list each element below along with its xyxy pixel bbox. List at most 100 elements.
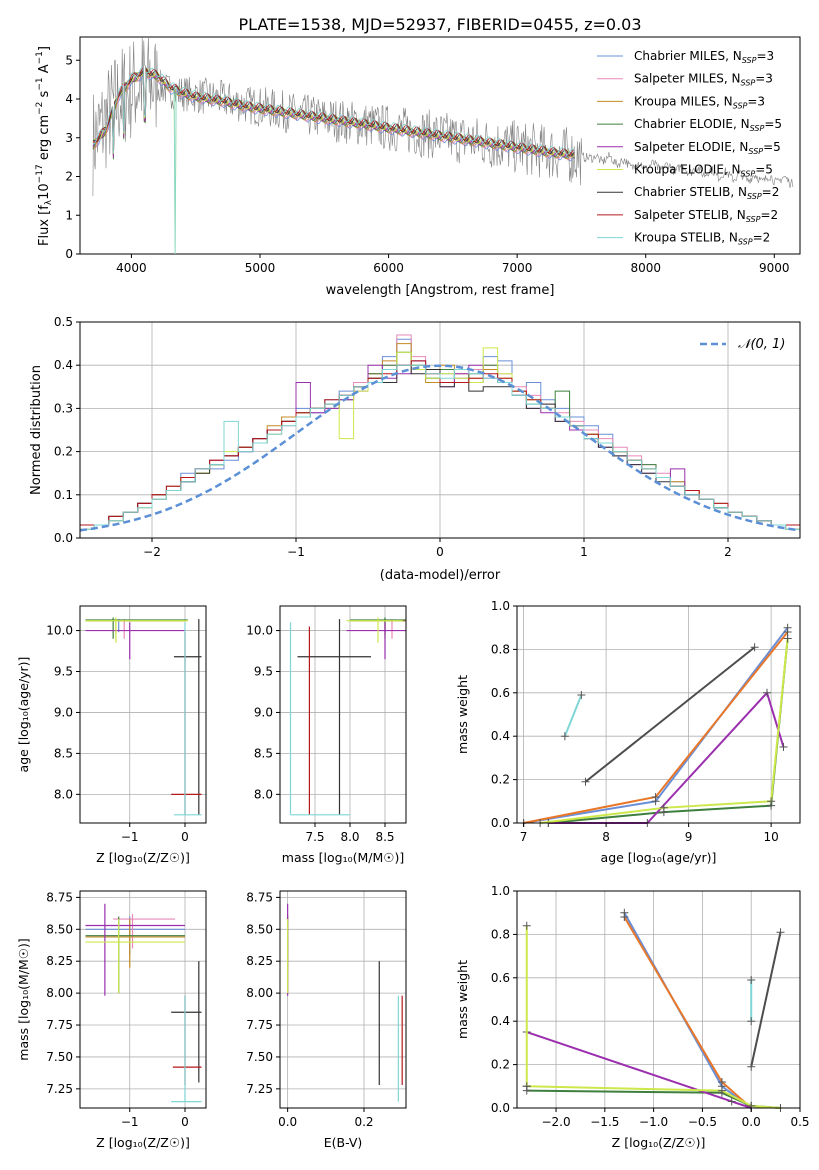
y-tick-label: 8.00	[46, 986, 73, 1000]
age-vs-metallicity-panel: −1 0 8.0 8.5 9.0 9.5 10.0 Z [log₁₀(Z/Z☉)] age [l…	[16, 605, 207, 865]
y-tick-label: 8.75	[246, 890, 273, 904]
panel-frame	[279, 890, 407, 1109]
spectrum-ticks: 4000 5000 6000 7000 8000 9000 0 1 2 3 4 5	[65, 53, 789, 275]
x-tick-label: 7.5	[305, 830, 324, 844]
y-tick-label: 7.25	[246, 1082, 273, 1096]
normal-curve	[79, 364, 801, 532]
x-tick-label: 8	[602, 830, 610, 844]
legend-label: Kroupa ELODIE, NSSP=5	[634, 163, 773, 179]
y-tick-label: 4	[65, 92, 73, 106]
y-tick-label: 8.25	[46, 954, 73, 968]
x-tick-label: 7000	[502, 261, 533, 275]
spectrum-ylabel: Flux [fλ10−17 erg cm−2 s−1 A−1]	[35, 46, 54, 246]
x-axis-label: Z [log₁₀(Z/Z☉)]	[96, 1135, 190, 1150]
residual-legend: 𝒩(0, 1)	[700, 337, 785, 352]
y-tick-label: 0	[65, 247, 73, 261]
tick-group: −2.0 −1.5 −1.0 −0.5 0.0 0.5 0.0 0.2 0.4 0.6 0.8 1.0	[491, 884, 810, 1129]
legend-label: Salpeter STELIB, NSSP=2	[634, 208, 778, 224]
x-tick-label: 10	[763, 830, 778, 844]
plot-area	[522, 908, 785, 1112]
weight-marker	[747, 1062, 756, 1071]
legend-label: Salpeter ELODIE, NSSP=5	[634, 140, 781, 156]
weight-marker	[779, 743, 788, 752]
y-tick-label: 1	[65, 208, 73, 222]
weight-marker	[659, 803, 668, 812]
model-spectrum	[92, 70, 575, 160]
x-axis-label: Z [log₁₀(Z/Z☉)]	[96, 850, 190, 865]
model-spectrum	[92, 66, 575, 255]
y-axis-label: mass [log₁₀(M/M☉)]	[16, 938, 31, 1060]
y-tick-label: 0.0	[491, 1101, 510, 1115]
y-tick-label: 0.4	[491, 729, 510, 743]
spectrum-xlabel: wavelength [Angstrom, rest frame]	[326, 283, 555, 298]
spectrum-legend: Chabrier MILES, NSSP=3 Salpeter MILES, NS…	[597, 49, 782, 247]
y-tick-label: 0.6	[491, 971, 510, 985]
x-tick-label: 0	[436, 545, 444, 559]
x-axis-label: age [log₁₀(age/yr)]	[601, 850, 717, 865]
model-spectrum	[92, 68, 575, 255]
x-tick-label: 8.0	[340, 830, 359, 844]
weight-line	[526, 1085, 781, 1109]
y-tick-label: 0.6	[491, 686, 510, 700]
x-tick-label: −2	[143, 545, 161, 559]
y-tick-label: 7.50	[46, 1050, 73, 1064]
x-tick-label: −1	[287, 545, 305, 559]
panel-frame	[79, 605, 207, 824]
weight-marker	[762, 688, 771, 697]
y-tick-label: 8.00	[246, 986, 273, 1000]
x-tick-label: 0.5	[790, 1115, 809, 1129]
weight-marker	[522, 1082, 531, 1091]
weight-marker	[776, 928, 785, 937]
tick-group: −1 0 8.0 8.5 9.0 9.5 10.0	[46, 624, 189, 844]
weight-marker	[783, 634, 792, 643]
weight-line	[584, 646, 756, 783]
y-tick-label: 0.2	[491, 773, 510, 787]
x-tick-label: −0.5	[688, 1115, 717, 1129]
panel-frame	[516, 890, 801, 1109]
weight-line	[539, 638, 789, 824]
y-tick-label: 9.5	[54, 665, 73, 679]
weight-vs-metallicity-panel: −2.0 −1.5 −1.0 −0.5 0.0 0.5 0.0 0.2 0.4 0.6 0.8 1.0…	[455, 884, 810, 1150]
weight-marker	[750, 643, 759, 652]
y-tick-label: 9.0	[54, 705, 73, 719]
figure-title: PLATE=1538, MJD=52937, FIBERID=0455, z=0…	[238, 15, 641, 34]
panel-frame	[516, 605, 801, 824]
y-tick-label: 0.4	[491, 1014, 510, 1028]
y-tick-label: 9.0	[254, 705, 273, 719]
x-tick-label: −1.5	[590, 1115, 619, 1129]
y-axis-label: mass weight	[455, 960, 470, 1039]
residual-ylabel: Normed distribution	[29, 365, 44, 495]
y-tick-label: 5	[65, 53, 73, 67]
weight-line	[563, 694, 583, 737]
residual-grid	[80, 321, 800, 539]
y-tick-label: 0.4	[54, 358, 73, 372]
legend-label: Chabrier ELODIE, NSSP=5	[634, 117, 782, 133]
x-axis-label: Z [log₁₀(Z/Z☉)]	[612, 1135, 706, 1150]
y-tick-label: 0.8	[491, 927, 510, 941]
y-tick-label: 8.25	[246, 954, 273, 968]
x-tick-label: 0	[181, 1115, 189, 1129]
x-tick-label: 6000	[373, 261, 404, 275]
legend-label: Kroupa STELIB, NSSP=2	[634, 231, 770, 247]
age-vs-mass-panel: 7.5 8.0 8.5 8.0 8.5 9.0 9.5 10.0 mass [log₁₀(M/M…	[246, 605, 407, 865]
weight-marker	[747, 1017, 756, 1026]
plot-area	[289, 617, 406, 816]
y-tick-label: 1.0	[491, 884, 510, 898]
tick-group: −1 0 7.25 7.50 7.75 8.00 8.25 8.50 8.75	[46, 890, 189, 1129]
tick-group: 0.0 0.2 7.25 7.50 7.75 8.00 8.25 8.50 8.75	[246, 890, 373, 1129]
x-axis-label: mass [log₁₀(M/M☉)]	[282, 850, 404, 865]
y-tick-label: 7.75	[246, 1018, 273, 1032]
normal-legend-label: 𝒩(0, 1)	[738, 337, 785, 352]
weight-marker	[522, 921, 531, 930]
y-tick-label: 8.50	[246, 922, 273, 936]
y-tick-label: 7.50	[246, 1050, 273, 1064]
residual-histogram	[79, 364, 800, 530]
plot-area	[85, 903, 202, 1103]
weight-line	[548, 638, 789, 824]
y-tick-label: 10.0	[246, 624, 273, 638]
y-tick-label: 0.2	[54, 445, 73, 459]
x-tick-label: 0.0	[742, 1115, 761, 1129]
legend-label: Salpeter MILES, NSSP=3	[634, 72, 773, 88]
weight-marker	[717, 1077, 726, 1086]
